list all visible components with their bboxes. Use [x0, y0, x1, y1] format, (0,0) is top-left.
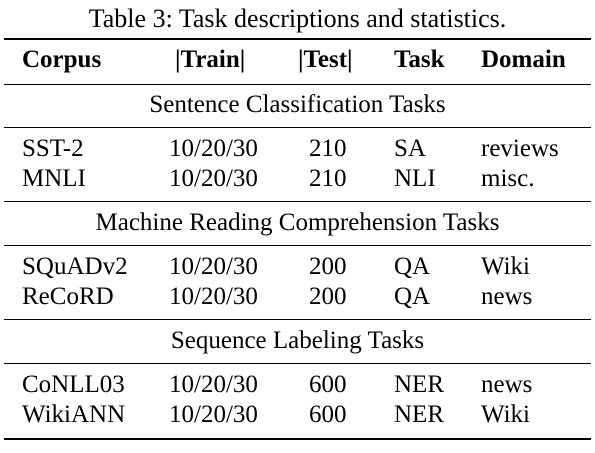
cell-corpus: MNLI — [22, 165, 86, 192]
cell-corpus: WikiANN — [22, 401, 126, 428]
header-rule — [4, 84, 591, 85]
cell-domain: Wiki — [481, 253, 530, 280]
table-row: WikiANN 10/20/30 600 NER Wiki — [0, 400, 595, 430]
table-row: SQuADv2 10/20/30 200 QA Wiki — [0, 252, 595, 282]
section-rule — [4, 127, 591, 128]
cell-train: 10/20/30 — [169, 165, 258, 192]
cell-task: NLI — [394, 165, 436, 192]
cell-train: 10/20/30 — [169, 253, 258, 280]
top-rule — [4, 38, 591, 40]
table-row: ReCoRD 10/20/30 200 QA news — [0, 282, 595, 312]
header-corpus: Corpus — [22, 46, 102, 73]
table-row: CoNLL03 10/20/30 600 NER news — [0, 370, 595, 400]
header-task: Task — [394, 46, 445, 73]
cell-train: 10/20/30 — [169, 371, 258, 398]
table-caption: Table 3: Task descriptions and statistic… — [88, 4, 507, 33]
table-row: MNLI 10/20/30 210 NLI misc. — [0, 164, 595, 194]
bottom-rule — [4, 438, 591, 440]
cell-domain: misc. — [481, 165, 535, 192]
cell-test: 210 — [309, 135, 347, 162]
section-rule — [4, 245, 591, 246]
section-title-machine-reading: Machine Reading Comprehension Tasks — [95, 209, 500, 236]
cell-task: QA — [394, 253, 431, 280]
cell-test: 600 — [309, 401, 347, 428]
header-test: |Test| — [298, 46, 353, 73]
header-train: |Train| — [175, 46, 246, 73]
cell-test: 600 — [309, 371, 347, 398]
cell-train: 10/20/30 — [169, 135, 258, 162]
cell-train: 10/20/30 — [169, 283, 258, 310]
cell-test: 200 — [309, 253, 347, 280]
header-row: Corpus |Train| |Test| Task Domain — [0, 45, 595, 75]
cell-domain: news — [481, 371, 533, 398]
cell-corpus: SQuADv2 — [22, 253, 128, 280]
cell-test: 210 — [309, 165, 347, 192]
section-rule — [4, 319, 591, 320]
cell-train: 10/20/30 — [169, 401, 258, 428]
cell-corpus: CoNLL03 — [22, 371, 125, 398]
cell-task: NER — [394, 401, 444, 428]
section-title-sentence-classification: Sentence Classification Tasks — [149, 91, 446, 118]
cell-task: SA — [394, 135, 426, 162]
cell-domain: Wiki — [481, 401, 530, 428]
cell-task: NER — [394, 371, 444, 398]
section-rule — [4, 201, 591, 202]
cell-corpus: SST-2 — [22, 135, 84, 162]
section-rule — [4, 363, 591, 364]
cell-corpus: ReCoRD — [22, 283, 114, 310]
cell-domain: reviews — [481, 135, 559, 162]
cell-test: 200 — [309, 283, 347, 310]
header-domain: Domain — [481, 46, 566, 73]
cell-task: QA — [394, 283, 431, 310]
table-row: SST-2 10/20/30 210 SA reviews — [0, 134, 595, 164]
cell-domain: news — [481, 283, 533, 310]
section-title-sequence-labeling: Sequence Labeling Tasks — [170, 327, 425, 354]
